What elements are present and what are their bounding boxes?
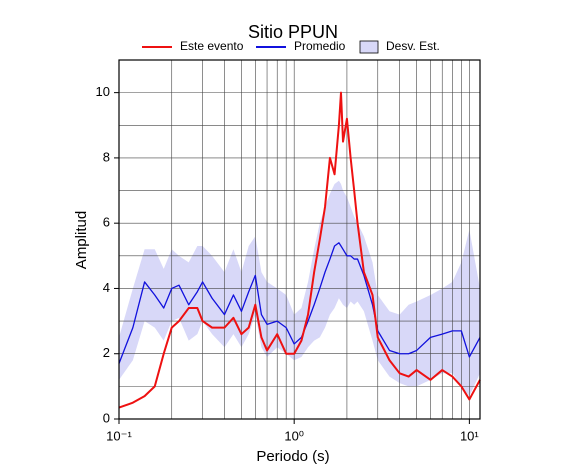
- plot-frame: [118, 59, 481, 420]
- series-line: [118, 242, 481, 364]
- legend-label: Promedio: [294, 39, 346, 53]
- x-tick-label: 10¹: [460, 428, 479, 443]
- y-tick-label: 2: [103, 345, 110, 360]
- y-tick-label: 8: [103, 149, 110, 164]
- x-tick-label: 10⁻¹: [106, 428, 132, 443]
- y-tick-label: 6: [103, 215, 110, 230]
- x-axis-label: Periodo (s): [256, 448, 329, 465]
- series-line: [118, 91, 481, 409]
- legend-swatch: [359, 40, 379, 54]
- chart-title: Sitio PPUN: [248, 22, 338, 42]
- x-tick-label: 10⁰: [284, 428, 304, 443]
- legend-label: Desv. Est.: [386, 39, 440, 53]
- y-axis-label: Amplitud: [73, 211, 90, 269]
- legend-label: Este evento: [180, 39, 244, 53]
- y-tick-label: 4: [103, 280, 110, 295]
- y-tick-label: 10: [96, 84, 110, 99]
- std-band: [119, 180, 480, 397]
- y-tick-label: 0: [103, 410, 110, 425]
